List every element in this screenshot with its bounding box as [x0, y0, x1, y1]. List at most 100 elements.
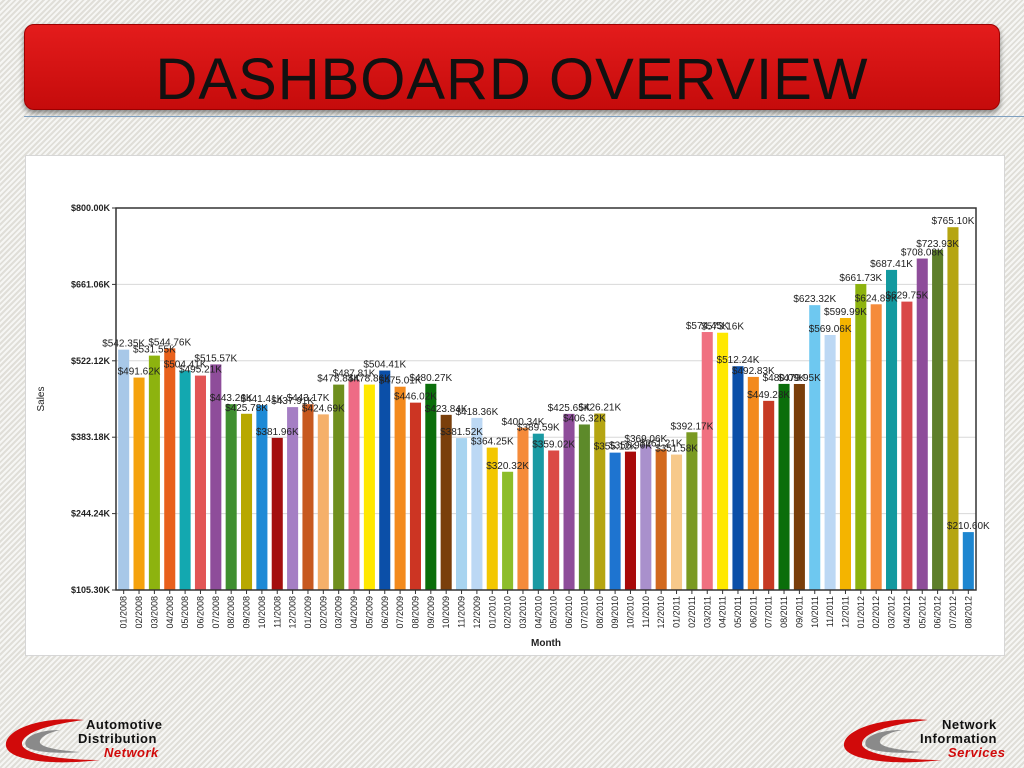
- x-tick-label: 02/2009: [318, 596, 328, 629]
- data-label: $723.93K: [916, 239, 959, 250]
- x-tick-label: 10/2010: [625, 596, 635, 629]
- bar: [609, 452, 621, 590]
- data-label: $443.26K: [210, 393, 253, 404]
- bar: [778, 383, 790, 590]
- data-label: $446.02K: [394, 392, 437, 403]
- data-label: $515.57K: [194, 353, 237, 364]
- data-label: $479.95K: [778, 373, 821, 384]
- bar: [194, 375, 206, 590]
- bar: [471, 417, 483, 590]
- data-label: $400.34K: [502, 417, 545, 428]
- data-label: $210.60K: [947, 521, 990, 532]
- title-banner: DASHBOARD OVERVIEW: [24, 24, 1000, 110]
- adn-logo: Automotive Distribution Network: [0, 708, 185, 768]
- bar: [133, 377, 145, 590]
- data-label: $544.76K: [148, 337, 191, 348]
- data-label: $424.69K: [302, 403, 345, 414]
- sales-bar-chart: $105.30K $244.24K $383.18K $522.12K $661.06K…: [36, 203, 990, 649]
- bar: [824, 334, 836, 590]
- swoosh-icon: [843, 719, 942, 763]
- data-label: $449.28K: [747, 390, 790, 401]
- y-tick-label: $105.30K: [71, 585, 111, 595]
- bar: [916, 258, 928, 590]
- bar: [164, 348, 176, 590]
- bar: [225, 404, 237, 590]
- chart-panel: $105.30K $244.24K $383.18K $522.12K $661.06K…: [25, 155, 1005, 656]
- x-tick-label: 05/2011: [733, 596, 743, 628]
- x-tick-label: 12/2010: [656, 596, 666, 629]
- bar: [271, 437, 283, 590]
- bar: [563, 413, 575, 590]
- x-tick-label: 02/2008: [134, 596, 144, 629]
- x-tick-label: 12/2008: [288, 596, 298, 629]
- data-label: $495.21K: [179, 365, 222, 376]
- y-tick-label: $661.06K: [71, 279, 111, 289]
- y-tick-label: $383.18K: [71, 432, 111, 442]
- data-label: $364.25K: [471, 437, 514, 448]
- x-tick-label: 05/2010: [549, 596, 559, 629]
- bar: [517, 427, 529, 590]
- x-tick-label: 04/2009: [349, 596, 359, 629]
- x-tick-label: 09/2008: [242, 596, 252, 629]
- bar: [486, 447, 498, 590]
- data-label: $418.36K: [455, 407, 498, 418]
- x-axis-title: Month: [531, 638, 561, 649]
- x-tick-label: 02/2012: [871, 596, 881, 629]
- data-label: $359.02K: [532, 439, 575, 450]
- x-tick-label: 10/2008: [257, 596, 267, 629]
- x-tick-label: 08/2012: [963, 596, 973, 629]
- bar: [210, 364, 222, 590]
- bar: [456, 438, 468, 590]
- bar: [624, 451, 636, 590]
- x-tick-label: 07/2010: [579, 596, 589, 629]
- x-tick-label: 08/2011: [779, 596, 789, 628]
- x-tick-label: 09/2010: [610, 596, 620, 629]
- bar: [870, 304, 882, 590]
- y-tick-label: $800.00K: [71, 203, 111, 213]
- x-tick-label: 07/2011: [764, 596, 774, 628]
- data-label: $437.91K: [271, 396, 314, 407]
- bar: [548, 450, 560, 590]
- x-tick-label: 04/2010: [533, 596, 543, 629]
- data-label: $599.99K: [824, 307, 867, 318]
- bar: [839, 317, 851, 590]
- x-tick-label: 01/2008: [119, 596, 129, 629]
- bar: [717, 332, 729, 590]
- bar: [409, 402, 421, 590]
- x-tick-label: 02/2011: [687, 596, 697, 628]
- data-label: $504.41K: [164, 360, 207, 371]
- bar: [333, 384, 345, 590]
- bar: [118, 349, 130, 590]
- x-tick-label: 12/2009: [472, 596, 482, 629]
- bar: [578, 424, 590, 590]
- x-tick-label: 05/2009: [364, 596, 374, 629]
- bar: [363, 384, 375, 590]
- x-tick-label: 01/2010: [487, 596, 497, 629]
- bar: [732, 366, 744, 590]
- x-tick-label: 03/2010: [518, 596, 528, 629]
- data-label: $425.78K: [225, 403, 268, 414]
- x-tick-label: 10/2009: [441, 596, 451, 629]
- x-tick-label: 11/2010: [641, 596, 651, 628]
- x-tick-label: 07/2009: [395, 596, 405, 629]
- swoosh-icon: [5, 719, 100, 763]
- data-label: $708.08K: [901, 248, 944, 259]
- logo-text-line1: Network: [942, 717, 997, 732]
- data-label: $381.52K: [440, 427, 483, 438]
- x-tick-label: 03/2011: [702, 596, 712, 628]
- logo-text-line2: Information: [920, 731, 997, 746]
- bar: [671, 454, 683, 590]
- bar: [425, 383, 437, 590]
- data-label: $491.62K: [118, 367, 161, 378]
- x-tick-label: 05/2012: [917, 596, 927, 629]
- data-label: $392.17K: [670, 421, 713, 432]
- x-tick-label: 08/2008: [226, 596, 236, 629]
- data-label: $531.55K: [133, 345, 176, 356]
- bar: [886, 269, 898, 590]
- data-label: $443.17K: [287, 393, 330, 404]
- bar: [640, 444, 652, 590]
- data-label: $406.32K: [563, 413, 606, 424]
- bar: [686, 432, 698, 590]
- x-tick-label: 06/2010: [564, 596, 574, 629]
- data-label: $480.27K: [409, 373, 452, 384]
